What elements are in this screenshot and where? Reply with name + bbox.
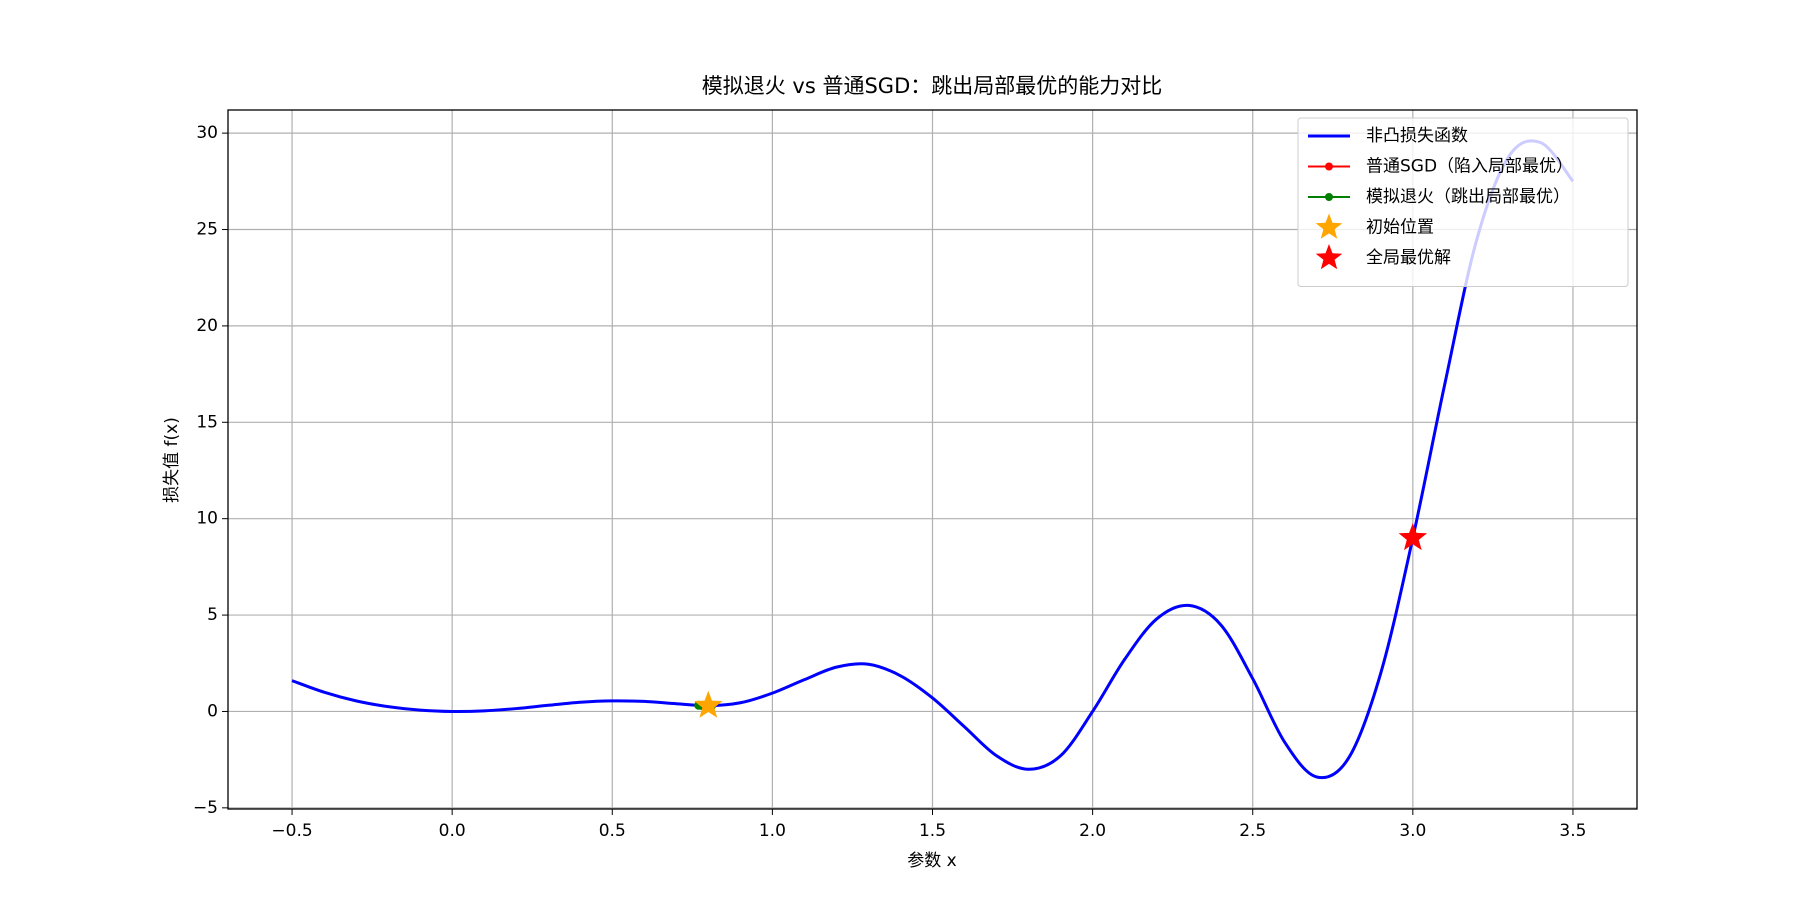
y-tick-label: 25 — [196, 220, 218, 240]
y-tick-label: 5 — [207, 605, 218, 625]
y-tick-label: 20 — [196, 316, 218, 336]
x-tick-label: 3.0 — [1399, 821, 1426, 841]
x-tick-label: 0.5 — [599, 821, 626, 841]
legend-marker — [1315, 213, 1343, 239]
legend-marker — [1325, 193, 1333, 201]
star-point — [694, 690, 723, 718]
y-tick-label: 10 — [196, 509, 218, 529]
legend-marker — [1315, 244, 1343, 270]
x-axis-label: 参数 x — [907, 851, 956, 871]
chart-title: 模拟退火 vs 普通SGD：跳出局部最优的能力对比 — [702, 74, 1163, 98]
x-tick-label: 1.5 — [919, 821, 946, 841]
plot-frame — [227, 109, 1638, 810]
y-tick-label: 0 — [207, 701, 218, 721]
legend-label: 普通SGD（陷入局部最优） — [1366, 157, 1573, 177]
legend-marker — [1325, 162, 1333, 171]
legend-label: 全局最优解 — [1366, 248, 1451, 268]
x-tick-label: 2.5 — [1239, 821, 1266, 841]
legend-box — [1297, 117, 1629, 287]
x-tick-label: 1.0 — [759, 821, 786, 841]
legend-label: 初始位置 — [1366, 218, 1434, 238]
y-tick-label: 15 — [196, 412, 218, 432]
series-line — [291, 139, 1575, 780]
x-tick-label: 0.0 — [439, 821, 466, 841]
x-tick-label: 3.5 — [1559, 821, 1586, 841]
x-tick-label: 2.0 — [1079, 821, 1106, 841]
y-tick-label: 30 — [196, 123, 218, 143]
x-tick-label: −0.5 — [271, 821, 312, 841]
legend-label: 模拟退火（跳出局部最优） — [1366, 187, 1570, 207]
y-axis-label: 损失值 f(x) — [162, 417, 182, 503]
y-tick-label: −5 — [193, 798, 218, 818]
star-point — [1398, 523, 1428, 551]
legend-label: 非凸损失函数 — [1366, 126, 1468, 146]
